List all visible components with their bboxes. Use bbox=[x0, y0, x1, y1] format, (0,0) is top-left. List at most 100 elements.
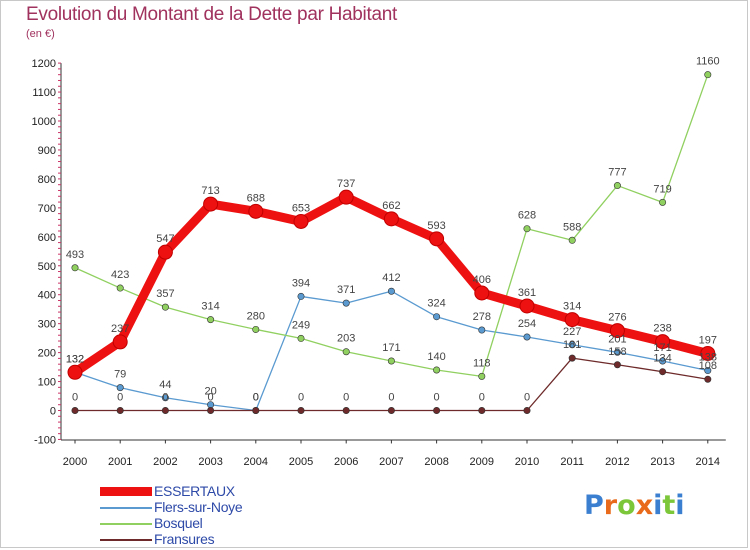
data-label: 140 bbox=[427, 351, 445, 363]
y-tick-label: 1100 bbox=[32, 87, 56, 99]
x-tick-label: 2001 bbox=[108, 456, 132, 468]
data-label: 0 bbox=[479, 392, 485, 404]
y-tick-label: 500 bbox=[38, 261, 56, 273]
data-point bbox=[116, 284, 124, 292]
data-label: 44 bbox=[159, 379, 171, 391]
y-tick-label: 1000 bbox=[32, 116, 56, 128]
x-tick-label: 2011 bbox=[560, 456, 584, 468]
data-label: 0 bbox=[253, 392, 259, 404]
data-label: 0 bbox=[434, 392, 440, 404]
data-label: 713 bbox=[201, 185, 219, 197]
data-point bbox=[338, 189, 354, 205]
data-point bbox=[71, 264, 79, 272]
data-label: 118 bbox=[473, 357, 491, 369]
data-point bbox=[252, 325, 260, 333]
y-tick-label: 800 bbox=[38, 174, 56, 186]
data-point bbox=[659, 198, 667, 206]
data-point bbox=[433, 366, 441, 374]
data-label: 423 bbox=[111, 269, 129, 281]
data-label: 547 bbox=[156, 233, 174, 245]
y-tick-label: 200 bbox=[38, 348, 56, 360]
data-point bbox=[659, 357, 667, 365]
data-label: 203 bbox=[337, 333, 355, 345]
data-label: 276 bbox=[608, 312, 626, 324]
data-label: 588 bbox=[563, 221, 581, 233]
y-tick-label: 600 bbox=[38, 232, 56, 244]
x-tick-label: 2009 bbox=[470, 456, 494, 468]
data-label: 719 bbox=[653, 183, 671, 195]
data-label: 394 bbox=[292, 277, 310, 289]
data-point bbox=[523, 406, 531, 414]
legend-swatch bbox=[100, 523, 152, 525]
data-label: 249 bbox=[292, 319, 310, 331]
data-label: 20 bbox=[204, 386, 216, 398]
y-tick-label: 700 bbox=[38, 203, 56, 215]
data-point bbox=[387, 406, 395, 414]
data-label: 0 bbox=[162, 392, 168, 404]
data-point bbox=[67, 364, 83, 380]
x-tick-label: 2000 bbox=[63, 456, 87, 468]
brand-logo: Proxiti bbox=[584, 490, 685, 521]
data-label: 314 bbox=[563, 301, 581, 313]
y-tick-label: -100 bbox=[34, 434, 56, 446]
data-point bbox=[659, 368, 667, 376]
data-label: 278 bbox=[473, 311, 491, 323]
x-tick-label: 2012 bbox=[605, 456, 629, 468]
brand-letter: o bbox=[617, 490, 636, 521]
data-label: 371 bbox=[337, 284, 355, 296]
data-label: 158 bbox=[608, 346, 626, 358]
data-label: 406 bbox=[473, 274, 491, 286]
data-point bbox=[613, 361, 621, 369]
legend-label: ESSERTAUX bbox=[154, 483, 235, 499]
x-tick-label: 2003 bbox=[198, 456, 222, 468]
data-point bbox=[609, 323, 625, 339]
x-tick-label: 2010 bbox=[515, 456, 539, 468]
data-point bbox=[478, 406, 486, 414]
data-point bbox=[383, 211, 399, 227]
data-label: 108 bbox=[699, 360, 717, 372]
data-point bbox=[478, 326, 486, 334]
data-point bbox=[704, 71, 712, 79]
data-label: 0 bbox=[343, 392, 349, 404]
data-label: 0 bbox=[253, 392, 259, 404]
data-point bbox=[474, 285, 490, 301]
data-label: 181 bbox=[563, 339, 581, 351]
legend-label: Flers-sur-Noye bbox=[154, 499, 243, 515]
brand-letter: x bbox=[635, 490, 654, 521]
data-label: 688 bbox=[247, 192, 265, 204]
brand-letter: i bbox=[653, 490, 663, 521]
data-point bbox=[523, 225, 531, 233]
data-label: 412 bbox=[382, 272, 400, 284]
legend-label: Bosquel bbox=[154, 515, 203, 531]
data-label: 201 bbox=[608, 333, 626, 345]
y-tick-label: 900 bbox=[38, 145, 56, 157]
data-label: 653 bbox=[292, 202, 310, 214]
data-label: 134 bbox=[653, 353, 671, 365]
data-point bbox=[342, 406, 350, 414]
data-label: 79 bbox=[114, 369, 126, 381]
data-point bbox=[704, 375, 712, 383]
y-tick-label: 0 bbox=[50, 406, 56, 418]
data-point bbox=[519, 298, 535, 314]
data-label: 314 bbox=[201, 301, 219, 313]
data-point bbox=[342, 348, 350, 356]
x-tick-label: 2014 bbox=[696, 456, 720, 468]
data-point bbox=[297, 292, 305, 300]
x-tick-label: 2004 bbox=[244, 456, 268, 468]
y-tick-label: 400 bbox=[38, 290, 56, 302]
brand-letter: i bbox=[675, 490, 685, 521]
data-point bbox=[297, 334, 305, 342]
data-label: 0 bbox=[298, 392, 304, 404]
data-point bbox=[248, 203, 264, 219]
chart-subtitle: (en €) bbox=[26, 28, 55, 40]
data-label: 132 bbox=[66, 353, 84, 365]
legend-label: Fransures bbox=[154, 531, 215, 547]
y-tick-label: 100 bbox=[38, 377, 56, 389]
data-point bbox=[116, 384, 124, 392]
brand-letter: t bbox=[662, 490, 676, 521]
data-label: 238 bbox=[653, 323, 671, 335]
data-label: 493 bbox=[66, 249, 84, 261]
data-point bbox=[342, 299, 350, 307]
data-point bbox=[116, 406, 124, 414]
